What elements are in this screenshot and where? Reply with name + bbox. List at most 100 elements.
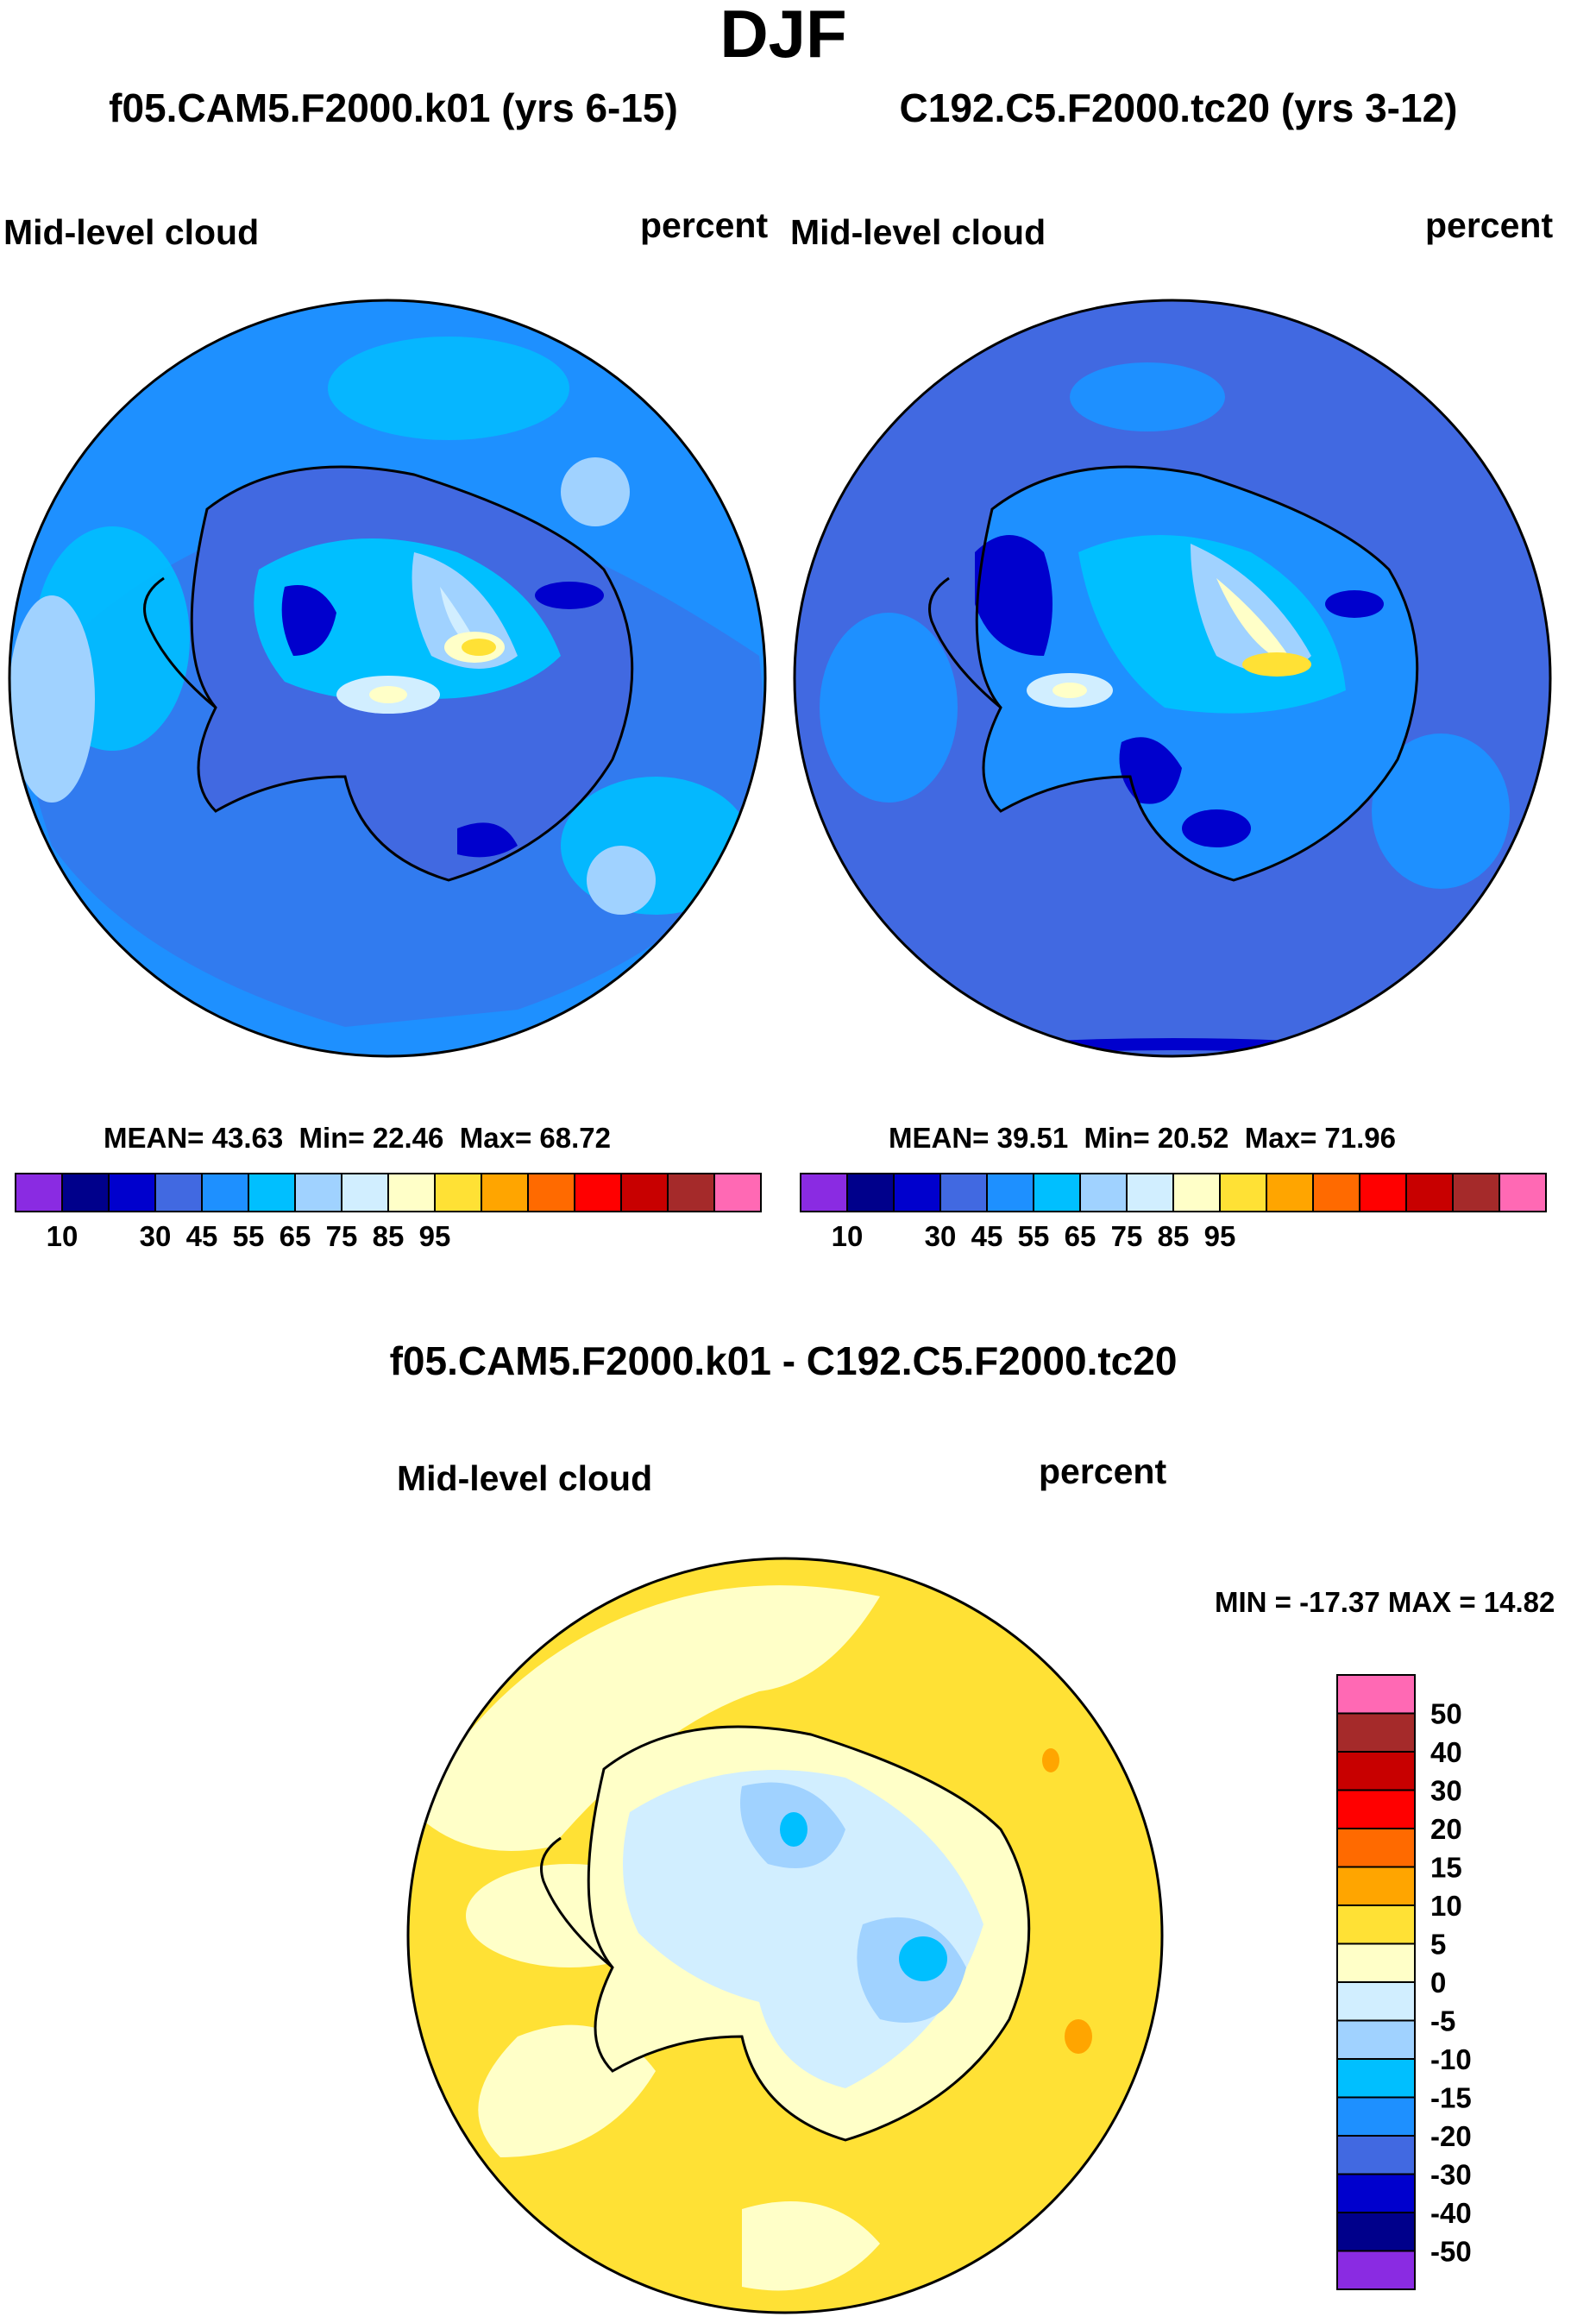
colorbar-right-tick-label: 65 (1065, 1220, 1096, 1252)
colorbar-right: 10 30 45 55 65 75 85 95 (800, 1173, 1547, 1252)
map-difference-border (406, 1557, 1164, 2314)
map-left (8, 299, 767, 1058)
panel-left-stats: MEAN= 43.63 Min= 22.46 Max= 68.72 (104, 1122, 611, 1154)
colorbar-difference-swatch (1336, 1789, 1416, 1829)
colorbar-left-tick-label: 65 (280, 1220, 311, 1252)
colorbar-left-tick-label: 55 (233, 1220, 265, 1252)
colorbar-difference-tick-label: -40 (1430, 2197, 1472, 2229)
difference-title: f05.CAM5.F2000.k01 - C192.C5.F2000.tc20 (389, 1338, 1178, 1383)
colorbar-right-swatch (800, 1173, 848, 1212)
colorbar-left-tick-label: 10 (47, 1220, 79, 1252)
colorbar-left-tick-label: 75 (326, 1220, 358, 1252)
colorbar-difference-swatch (1336, 1674, 1416, 1715)
colorbar-difference-swatch (1336, 2058, 1416, 2099)
colorbar-right-tick-label: 85 (1158, 1220, 1190, 1252)
colorbar-difference-tick-label: -20 (1430, 2120, 1472, 2152)
colorbar-left-tick-label: 30 (140, 1220, 172, 1252)
colorbar-left-swatch (248, 1173, 296, 1212)
colorbar-difference-swatch (1336, 1904, 1416, 1945)
colorbar-difference-swatch (1336, 1712, 1416, 1753)
difference-variable: Mid-level cloud (397, 1458, 653, 1498)
colorbar-right-tick-label: 10 (832, 1220, 864, 1252)
colorbar-right-swatch (1079, 1173, 1128, 1212)
colorbar-left-tick-label: 95 (419, 1220, 451, 1252)
map-left-border (8, 299, 767, 1058)
colorbar-left-swatch (713, 1173, 762, 1212)
colorbar-difference-tick-label: 10 (1430, 1890, 1462, 1922)
colorbar-difference-tick-label: 5 (1430, 1929, 1446, 1961)
colorbar-difference-tick-label: -10 (1430, 2043, 1472, 2075)
colorbar-difference-tick-label: -30 (1430, 2159, 1472, 2191)
colorbar-left-swatch (574, 1173, 622, 1212)
colorbar-difference-swatch (1336, 1942, 1416, 1983)
map-right-coastline (975, 465, 1419, 882)
colorbar-difference-tick-label: -50 (1430, 2236, 1472, 2268)
colorbar-right-swatch (939, 1173, 988, 1212)
panel-left-units: percent (640, 205, 769, 245)
colorbar-right-swatch (1405, 1173, 1454, 1212)
map-difference (406, 1557, 1164, 2314)
colorbar-right-swatch (846, 1173, 895, 1212)
colorbar-difference-tick-label: 40 (1430, 1736, 1462, 1768)
colorbar-difference-swatch (1336, 2212, 1416, 2252)
colorbar-right-swatch (1312, 1173, 1360, 1212)
panel-right-variable: Mid-level cloud (790, 212, 1046, 252)
map-left-coastline (190, 465, 634, 882)
colorbar-right-tick-label: 45 (971, 1220, 1003, 1252)
colorbar-difference-tick-label: 30 (1430, 1775, 1462, 1807)
map-right (793, 299, 1552, 1058)
panel-right-stats: MEAN= 39.51 Min= 20.52 Max= 71.96 (889, 1122, 1396, 1154)
panel-left-variable: Mid-level cloud (3, 212, 260, 252)
colorbar-right-swatch (1499, 1173, 1547, 1212)
colorbar-left-swatch (201, 1173, 249, 1212)
figure-title: DJF (719, 0, 847, 72)
colorbar-right-swatch (1219, 1173, 1267, 1212)
colorbar-difference-swatch (1336, 1751, 1416, 1791)
colorbar-difference-swatch (1336, 2096, 1416, 2137)
colorbar-difference-swatch (1336, 2250, 1416, 2290)
colorbar-difference-tick-label: -5 (1430, 2005, 1455, 2037)
colorbar-difference-swatch (1336, 1981, 1416, 2022)
panel-right-case-title: C192.C5.F2000.tc20 (yrs 3-12) (899, 85, 1458, 130)
panel-left-case-title: f05.CAM5.F2000.k01 (yrs 6-15) (109, 85, 678, 130)
colorbar-right-tick-label: 75 (1111, 1220, 1143, 1252)
colorbar-difference-swatch (1336, 1866, 1416, 1906)
colorbar-right-tick-label: 55 (1018, 1220, 1050, 1252)
colorbar-right-swatch (1359, 1173, 1407, 1212)
colorbar-right-swatch (1452, 1173, 1500, 1212)
colorbar-difference-tick-label: 20 (1430, 1813, 1462, 1845)
colorbar-difference-tick-label: -15 (1430, 2082, 1472, 2114)
colorbar-left-tick-label: 85 (373, 1220, 405, 1252)
colorbar-right-tick-label: 95 (1204, 1220, 1236, 1252)
difference-units: percent (1039, 1451, 1167, 1491)
colorbar-difference-swatch (1336, 2019, 1416, 2060)
colorbar-left-swatch (481, 1173, 529, 1212)
colorbar-right-swatch (1126, 1173, 1174, 1212)
colorbar-right-swatch (1033, 1173, 1081, 1212)
colorbar-difference-tick-label: 0 (1430, 1967, 1446, 1999)
map-right-border (793, 299, 1552, 1058)
colorbar-right-swatch (893, 1173, 941, 1212)
colorbar-difference-swatch (1336, 2173, 1416, 2213)
colorbar-left-swatch (154, 1173, 203, 1212)
colorbar-left-swatch (341, 1173, 389, 1212)
colorbar-left: 10 30 45 55 65 75 85 95 (15, 1173, 762, 1252)
colorbar-left-swatch (294, 1173, 342, 1212)
colorbar-right-swatch (1266, 1173, 1314, 1212)
colorbar-difference-swatch (1336, 2135, 1416, 2175)
colorbar-difference-tick-label: 50 (1430, 1698, 1462, 1730)
panel-right-units: percent (1425, 205, 1554, 245)
map-difference-coastline (587, 1725, 1031, 2142)
colorbar-difference-tick-label: 15 (1430, 1852, 1462, 1884)
colorbar-left-swatch (620, 1173, 669, 1212)
colorbar-left-swatch (15, 1173, 63, 1212)
map-right-min-area (975, 535, 1052, 656)
colorbar-right-swatch (986, 1173, 1034, 1212)
colorbar-right-tick-label: 30 (925, 1220, 957, 1252)
colorbar-left-tick-label: 45 (186, 1220, 218, 1252)
colorbar-left-swatch (387, 1173, 436, 1212)
colorbar-left-swatch (434, 1173, 482, 1212)
colorbar-left-swatch (667, 1173, 715, 1212)
colorbar-left-swatch (108, 1173, 156, 1212)
